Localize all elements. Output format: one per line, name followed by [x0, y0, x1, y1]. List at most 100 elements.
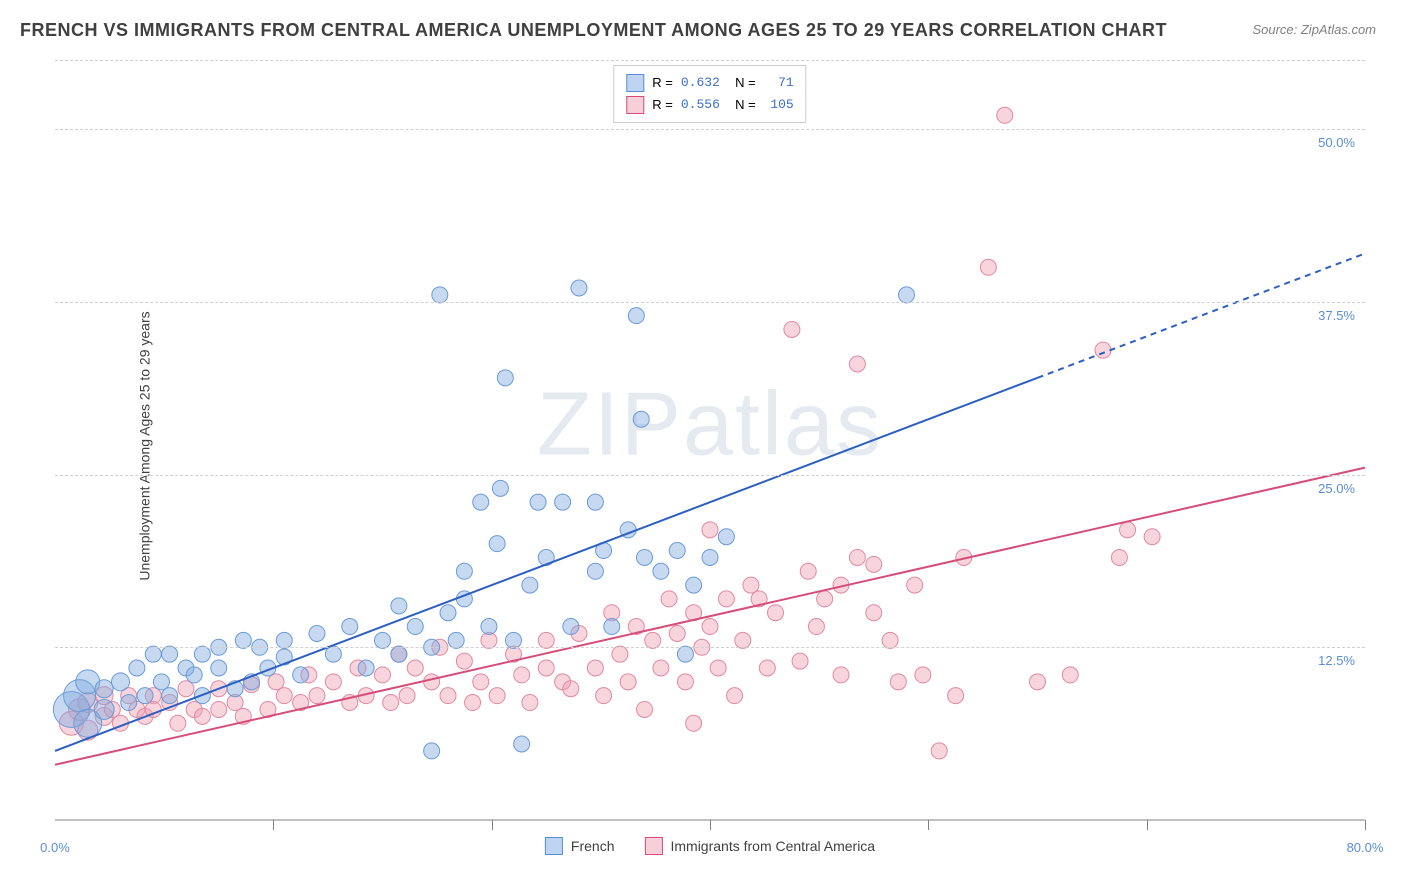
data-point	[309, 688, 325, 704]
data-point	[492, 480, 508, 496]
data-point	[587, 494, 603, 510]
data-point	[514, 736, 530, 752]
data-point	[866, 605, 882, 621]
r-value-immigrants: 0.556	[681, 94, 720, 116]
data-point	[448, 632, 464, 648]
y-tick-label: 12.5%	[1318, 653, 1355, 668]
n-value-french: 71	[764, 72, 794, 94]
chart-title: FRENCH VS IMMIGRANTS FROM CENTRAL AMERIC…	[20, 20, 1167, 41]
data-point	[178, 681, 194, 697]
data-point	[514, 667, 530, 683]
data-point	[866, 556, 882, 572]
data-point	[522, 695, 538, 711]
data-point	[645, 632, 661, 648]
data-point	[633, 411, 649, 427]
data-point	[587, 660, 603, 676]
data-point	[915, 667, 931, 683]
legend-item-french: French	[545, 837, 615, 855]
data-point	[653, 660, 669, 676]
data-point	[784, 321, 800, 337]
data-point	[899, 287, 915, 303]
data-point	[342, 619, 358, 635]
data-point	[383, 695, 399, 711]
data-point	[849, 356, 865, 372]
data-point	[424, 743, 440, 759]
data-point	[293, 667, 309, 683]
r-label: R =	[652, 72, 673, 94]
data-point	[1120, 522, 1136, 538]
x-tick	[492, 820, 493, 830]
data-point	[276, 688, 292, 704]
data-point	[571, 280, 587, 296]
data-point	[530, 494, 546, 510]
data-point	[121, 695, 137, 711]
data-point	[538, 660, 554, 676]
data-point	[948, 688, 964, 704]
data-point	[849, 549, 865, 565]
data-point	[399, 688, 415, 704]
data-point	[145, 646, 161, 662]
data-point	[186, 667, 202, 683]
data-point	[792, 653, 808, 669]
scatter-plot	[55, 60, 1365, 820]
x-tick	[1147, 820, 1148, 830]
y-tick-label: 25.0%	[1318, 481, 1355, 496]
data-point	[743, 577, 759, 593]
data-point	[235, 632, 251, 648]
data-point	[473, 674, 489, 690]
data-point	[1095, 342, 1111, 358]
data-point	[735, 632, 751, 648]
legend-row-french: R = 0.632 N = 71	[626, 72, 793, 94]
data-point	[563, 681, 579, 697]
x-tick-label: 80.0%	[1347, 840, 1384, 855]
data-point	[194, 708, 210, 724]
data-point	[489, 536, 505, 552]
data-point	[882, 632, 898, 648]
regression-line	[55, 378, 1038, 751]
data-point	[95, 680, 113, 698]
data-point	[276, 632, 292, 648]
data-point	[538, 632, 554, 648]
gridline	[55, 647, 1365, 648]
data-point	[718, 591, 734, 607]
r-value-french: 0.632	[681, 72, 720, 94]
data-point	[391, 598, 407, 614]
correlation-legend: R = 0.632 N = 71 R = 0.556 N = 105	[613, 65, 806, 123]
data-point	[407, 619, 423, 635]
data-point	[1111, 549, 1127, 565]
gridline	[55, 475, 1365, 476]
data-point	[424, 674, 440, 690]
data-point	[653, 563, 669, 579]
data-point	[890, 674, 906, 690]
data-point	[112, 673, 130, 691]
data-point	[931, 743, 947, 759]
data-point	[637, 549, 653, 565]
data-point	[170, 715, 186, 731]
data-point	[194, 646, 210, 662]
data-point	[604, 619, 620, 635]
series-legend: French Immigrants from Central America	[545, 837, 875, 855]
x-tick	[1365, 820, 1366, 830]
data-point	[833, 667, 849, 683]
x-tick	[273, 820, 274, 830]
data-point	[702, 619, 718, 635]
data-point	[817, 591, 833, 607]
data-point	[153, 674, 169, 690]
data-point	[563, 619, 579, 635]
regression-line-extrapolated	[1038, 253, 1366, 377]
data-point	[727, 688, 743, 704]
source-label: Source: ZipAtlas.com	[1252, 22, 1376, 37]
data-point	[669, 543, 685, 559]
data-point	[596, 688, 612, 704]
data-point	[522, 577, 538, 593]
data-point	[637, 701, 653, 717]
data-point	[481, 619, 497, 635]
data-point	[309, 625, 325, 641]
data-point	[677, 646, 693, 662]
data-point	[1144, 529, 1160, 545]
data-point	[808, 619, 824, 635]
legend-item-immigrants: Immigrants from Central America	[644, 837, 875, 855]
n-label: N =	[728, 94, 756, 116]
gridline	[55, 129, 1365, 130]
y-tick-label: 50.0%	[1318, 135, 1355, 150]
